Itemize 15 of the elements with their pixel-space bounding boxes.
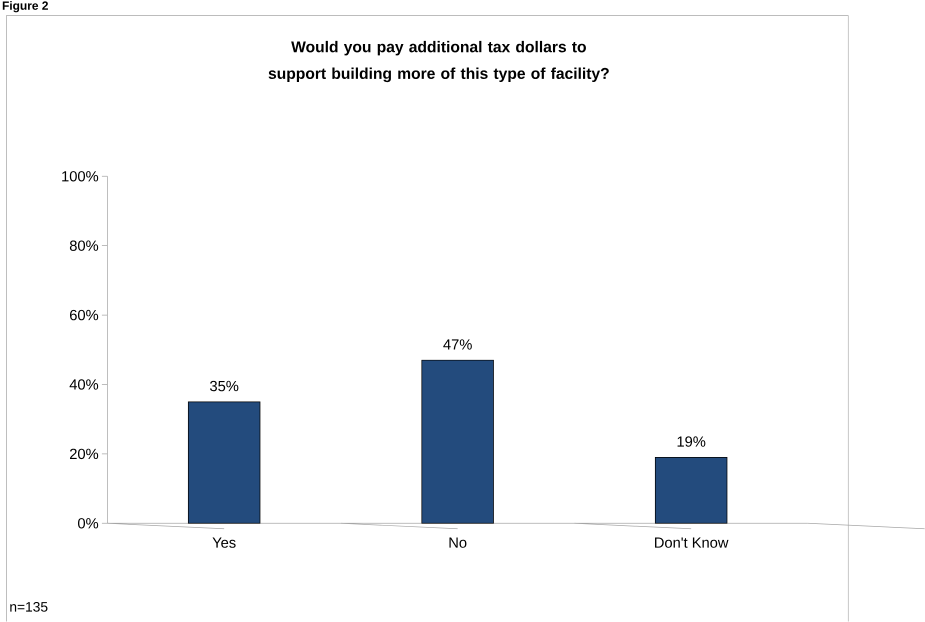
y-tick-label: 40% [70, 379, 98, 390]
x-tick-label: Yes [212, 538, 236, 548]
x-tick-label: No [449, 538, 466, 548]
y-tick-label: 60% [70, 310, 98, 320]
caption: Figure 2 [2, 1, 48, 12]
data-label: 47% [443, 339, 472, 350]
text: n=135 [10, 602, 48, 612]
y-tick-label: 100% [62, 171, 98, 182]
y-tick-label: 80% [70, 240, 98, 251]
data-label: 35% [210, 380, 238, 392]
data-label: 19% [678, 436, 706, 447]
y-tick-label: 0% [78, 518, 98, 529]
chart-title: Would you pay additional tax dollars to support building more of this type of facility? [268, 40, 609, 82]
x-tick-label: Don't Know [655, 538, 728, 548]
y-tick-label: 20% [70, 448, 98, 460]
